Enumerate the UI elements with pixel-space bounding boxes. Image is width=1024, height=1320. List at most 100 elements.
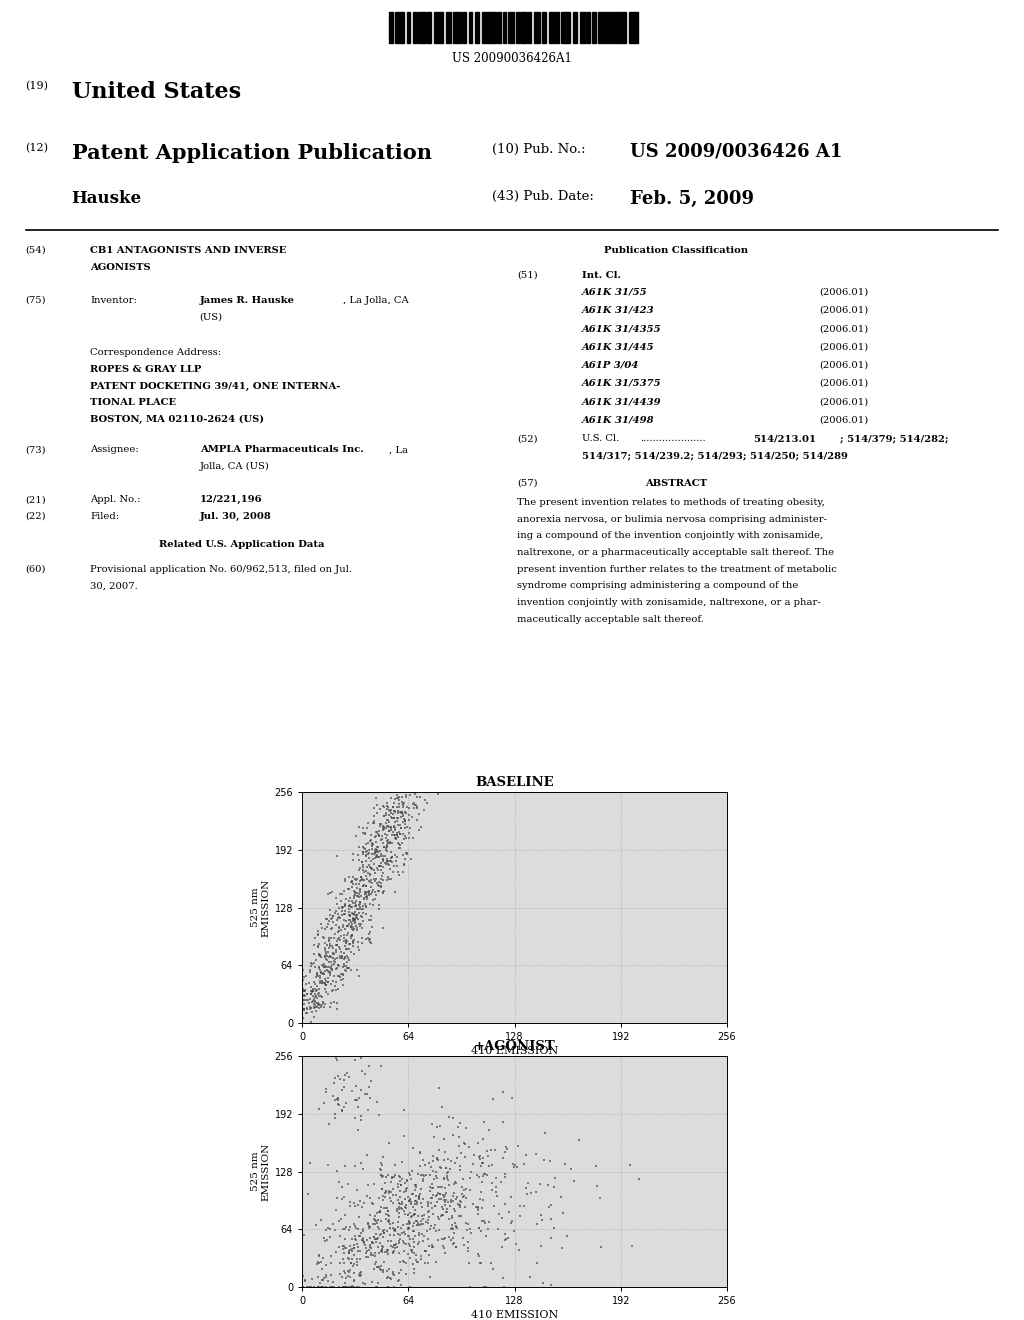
Point	[387, 1234, 403, 1255]
Point	[341, 913, 357, 935]
Point	[353, 1152, 370, 1173]
Point	[398, 828, 415, 849]
Point	[379, 1242, 395, 1263]
Point	[347, 1225, 364, 1246]
Point	[384, 1184, 400, 1205]
Point	[400, 1217, 417, 1238]
Point	[374, 1238, 390, 1259]
Point	[294, 1185, 310, 1206]
Point	[358, 855, 375, 876]
Point	[397, 1180, 414, 1201]
Point	[374, 1154, 390, 1175]
Point	[338, 888, 354, 909]
Point	[385, 803, 401, 824]
Point	[361, 865, 378, 886]
Point	[417, 789, 433, 810]
Point	[543, 1274, 559, 1295]
Point	[366, 1245, 382, 1266]
Point	[427, 1185, 443, 1206]
Point	[355, 1233, 372, 1254]
Point	[295, 1266, 311, 1287]
Point	[371, 899, 387, 920]
Point	[340, 921, 356, 942]
Point	[367, 1173, 383, 1195]
Point	[546, 1217, 562, 1238]
Point	[396, 1189, 413, 1210]
Point	[449, 1147, 465, 1168]
Point	[337, 1092, 353, 1113]
Bar	[598, 12, 604, 42]
Point	[555, 1203, 571, 1224]
Point	[357, 850, 374, 871]
Point	[392, 1251, 409, 1272]
Point	[494, 1206, 510, 1228]
Point	[344, 903, 360, 924]
Text: (2006.01): (2006.01)	[819, 416, 868, 425]
Point	[372, 1258, 388, 1279]
Point	[301, 998, 317, 1019]
Point	[383, 1167, 399, 1188]
Point	[312, 960, 329, 981]
Point	[390, 861, 407, 882]
Point	[622, 1155, 638, 1176]
Point	[366, 1208, 382, 1229]
Point	[340, 1173, 356, 1195]
Point	[392, 1180, 409, 1201]
Point	[349, 904, 366, 925]
Point	[383, 817, 399, 838]
Point	[317, 956, 334, 977]
Point	[413, 1177, 429, 1199]
Point	[327, 991, 343, 1012]
Point	[348, 916, 365, 937]
Point	[326, 1276, 342, 1298]
Point	[344, 1229, 360, 1250]
Point	[420, 1209, 436, 1230]
Bar	[528, 12, 531, 42]
Point	[352, 857, 369, 878]
Point	[345, 1045, 361, 1067]
Point	[447, 1217, 464, 1238]
Point	[484, 1179, 501, 1200]
Point	[370, 1209, 386, 1230]
Point	[471, 1167, 487, 1188]
Point	[319, 1270, 336, 1291]
Point	[337, 1156, 353, 1177]
Point	[355, 817, 372, 838]
Point	[296, 1271, 312, 1292]
Point	[367, 840, 383, 861]
Point	[333, 941, 349, 962]
Point	[396, 826, 413, 847]
Point	[352, 880, 369, 902]
Point	[438, 1158, 455, 1179]
Point	[306, 974, 323, 995]
Point	[348, 826, 365, 847]
Point	[337, 903, 353, 924]
Point	[296, 979, 312, 1001]
Point	[389, 1199, 406, 1220]
Point	[383, 787, 399, 808]
Point	[345, 903, 361, 924]
Point	[428, 1251, 444, 1272]
Point	[424, 1173, 440, 1195]
Point	[336, 925, 352, 946]
Point	[376, 1220, 392, 1241]
Point	[368, 842, 384, 863]
Point	[326, 927, 342, 948]
Point	[432, 1115, 449, 1137]
Point	[349, 1254, 366, 1275]
Point	[368, 825, 384, 846]
Point	[400, 828, 417, 849]
Point	[348, 1229, 365, 1250]
Point	[381, 812, 397, 833]
Point	[402, 1164, 419, 1185]
Point	[348, 917, 365, 939]
Point	[383, 869, 399, 890]
Point	[490, 1203, 507, 1224]
Point	[337, 1217, 353, 1238]
Point	[463, 1222, 479, 1243]
Point	[447, 1188, 464, 1209]
Point	[346, 1270, 362, 1291]
Point	[299, 1276, 315, 1298]
Point	[351, 891, 368, 912]
Point	[378, 803, 394, 824]
